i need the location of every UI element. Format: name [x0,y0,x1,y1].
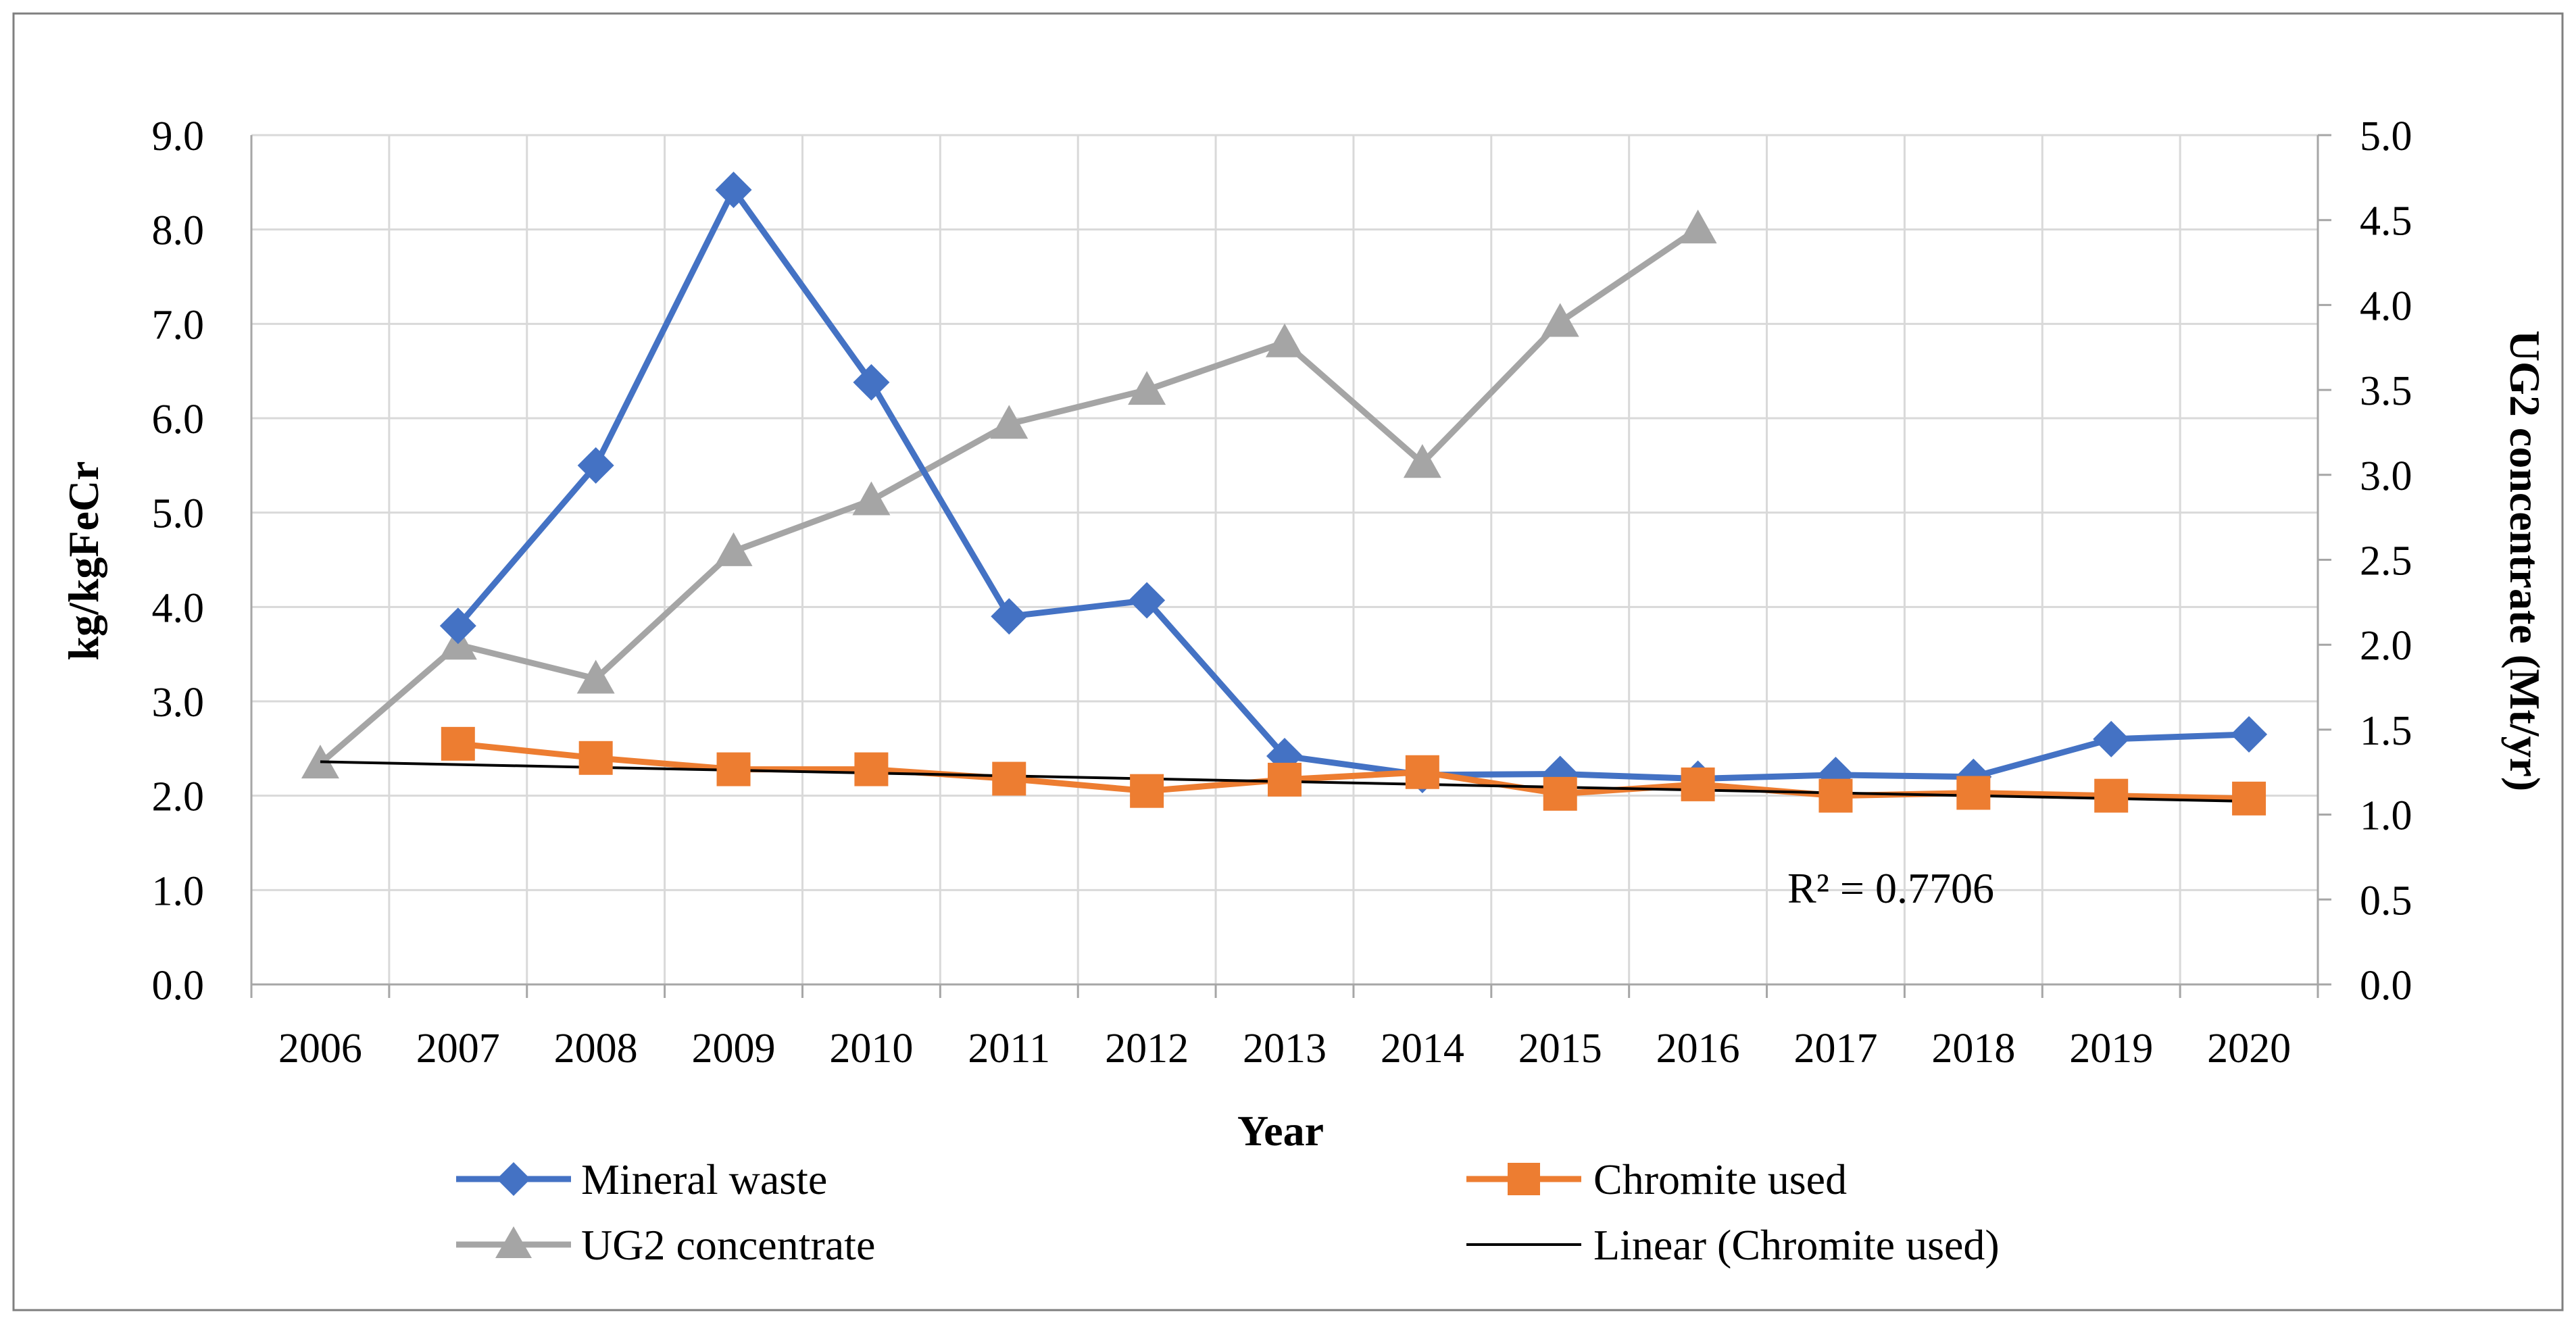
legend-label-ug2-concentrate: UG2 concentrate [581,1221,875,1269]
data-point-chromite-used [1130,774,1164,808]
data-point-ug2-concentrate [1403,444,1441,478]
data-point-mineral-waste [991,598,1028,635]
data-point-mineral-waste [2093,720,2130,757]
x-tick-label: 2016 [1656,1026,1740,1072]
y2-tick-label: 5.0 [2360,114,2412,159]
data-point-ug2-concentrate [714,532,753,566]
data-point-ug2-concentrate [1541,303,1579,337]
x-tick-label: 2009 [692,1026,776,1072]
data-point-ug2-concentrate [576,659,615,694]
legend-marker-triangle [495,1226,532,1258]
x-tick-label: 2011 [968,1026,1050,1072]
x-tick-label: 2014 [1381,1026,1464,1072]
data-point-mineral-waste [2231,716,2268,753]
y2-tick-label: 1.5 [2360,708,2412,754]
series-line-mineral-waste [455,186,2250,782]
y-tick-label: 1.0 [152,868,205,914]
x-tick-label: 2017 [1793,1026,1877,1072]
x-tick-label: 2010 [829,1026,913,1072]
y2-tick-label: 3.5 [2360,368,2412,414]
data-point-chromite-used [1268,762,1302,797]
trendline-r2-label: R² = 0.7706 [1787,864,1994,912]
x-tick-label: 2015 [1518,1026,1602,1072]
y-tick-label: 6.0 [152,397,205,443]
x-tick-label: 2008 [554,1026,638,1072]
data-point-mineral-waste [439,607,476,645]
y-tick-label: 2.0 [152,774,205,820]
y-tick-label: 9.0 [152,114,205,159]
data-point-mineral-waste [577,447,614,484]
x-tick-label: 2018 [1931,1026,2015,1072]
data-point-chromite-used [992,761,1026,796]
y2-tick-label: 4.5 [2360,199,2412,245]
legend-marker-diamond [497,1162,530,1196]
legend-label-chromite-used: Chromite used [1593,1155,1847,1203]
legend: Mineral waste Chromite used UG2 concentr… [456,1155,2000,1269]
x-tick-label: 2006 [278,1026,362,1072]
data-point-chromite-used [1956,776,1991,810]
series-line-chromite-used [457,741,2250,802]
data-point-ug2-concentrate [990,405,1029,439]
data-point-ug2-concentrate [301,745,339,779]
legend-marker-square [1508,1163,1540,1195]
y-tick-label: 8.0 [152,208,205,254]
x-tick-label: 2007 [416,1026,500,1072]
gridlines [251,134,2318,984]
x-tick-label: 2012 [1105,1026,1189,1072]
y2-tick-label: 0.5 [2360,878,2412,924]
x-tick-label: 2013 [1243,1026,1327,1072]
data-point-chromite-used [854,752,889,786]
legend-label-mineral-waste: Mineral waste [581,1155,827,1203]
y2-tick-label: 4.0 [2360,283,2412,329]
data-point-chromite-used [1543,776,1577,811]
data-point-mineral-waste [715,172,752,209]
data-point-ug2-concentrate [1679,209,1717,244]
series-layer [301,172,2268,816]
x-tick-label: 2019 [2069,1026,2153,1072]
data-point-ug2-concentrate [852,481,891,516]
data-point-chromite-used [2094,778,2129,813]
data-point-chromite-used [441,726,475,761]
y-tick-label: 7.0 [152,302,205,348]
y-tick-label: 5.0 [152,491,205,537]
y-tick-label: 0.0 [152,963,205,1009]
y2-tick-label: 2.5 [2360,539,2412,584]
data-point-chromite-used [1405,755,1439,789]
y2-tick-label: 1.0 [2360,793,2412,839]
data-point-mineral-waste [1129,582,1166,619]
data-point-mineral-waste [853,364,890,401]
data-point-ug2-concentrate [1266,323,1304,357]
data-point-chromite-used [578,741,613,775]
y2-tick-label: 0.0 [2360,963,2412,1009]
legend-label-trendline: Linear (Chromite used) [1593,1221,2000,1269]
data-point-chromite-used [716,752,751,786]
y-tick-label: 4.0 [152,585,205,631]
chart-border [12,12,2564,1311]
x-tick-label: 2020 [2207,1026,2291,1072]
x-axis-title: Year [1237,1107,1324,1155]
data-point-ug2-concentrate [1128,371,1166,405]
y-axis-title: kg/kgFeCr [59,461,107,660]
y2-tick-label: 3.0 [2360,453,2412,499]
axes: 0.0 1.0 2.0 3.0 4.0 5.0 6.0 7.0 8.0 9.0 0.0 0.5 1.0 1… [152,114,2412,1072]
y-tick-label: 3.0 [152,680,205,726]
y2-axis-title: UG2 concentrate (Mt/yr) [2501,330,2549,791]
data-point-chromite-used [1681,767,1715,801]
data-point-chromite-used [2232,781,2267,816]
y2-tick-label: 2.0 [2360,623,2412,669]
data-point-chromite-used [1818,778,1853,813]
